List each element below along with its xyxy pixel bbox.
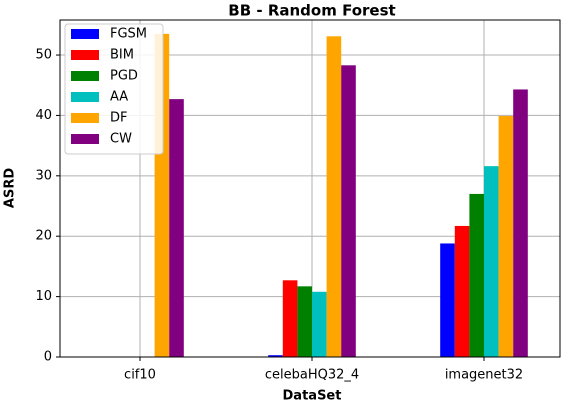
y-tick-label: 50 (35, 48, 52, 63)
legend-label: BIM (110, 48, 134, 63)
legend-label: AA (110, 90, 128, 105)
x-axis-label: DataSet (283, 389, 342, 404)
bar (326, 36, 342, 357)
legend-label: CW (110, 132, 132, 147)
bar (169, 99, 184, 357)
x-tick-label: celebaHQ32_4 (265, 368, 359, 383)
legend-swatch (71, 50, 99, 60)
bar (469, 193, 484, 357)
bar (282, 280, 298, 357)
bar (341, 65, 356, 357)
plot-frame (59, 19, 561, 358)
bar (513, 89, 528, 358)
legend-label: PGD (110, 69, 138, 84)
y-tick-label: 20 (35, 229, 52, 244)
bar (297, 286, 312, 357)
bar (268, 355, 283, 357)
y-axis-label: ASRD (3, 168, 18, 208)
bar (454, 225, 470, 357)
legend-swatch (71, 92, 99, 102)
bar (440, 243, 455, 357)
chart-title: BB - Random Forest (228, 2, 395, 20)
legend-swatch (71, 113, 99, 123)
bar (498, 116, 514, 357)
legend-swatch (71, 134, 99, 144)
legend-label: DF (110, 111, 128, 126)
bar (484, 166, 499, 357)
x-tick-label: cif10 (124, 368, 156, 383)
legend-label: FGSM (110, 27, 147, 42)
y-tick-label: 30 (35, 168, 52, 183)
legend-swatch (71, 71, 99, 81)
bar (312, 291, 327, 357)
y-tick-label: 10 (35, 289, 52, 304)
x-tick-label: imagenet32 (445, 368, 523, 383)
y-tick-label: 0 (44, 350, 52, 365)
y-tick-label: 40 (35, 108, 52, 123)
legend-swatch (71, 29, 99, 39)
